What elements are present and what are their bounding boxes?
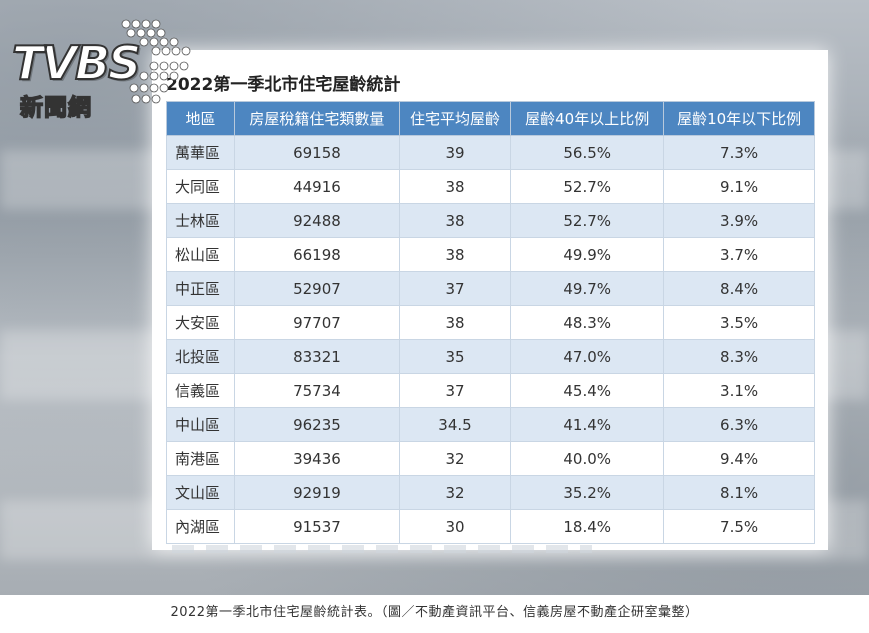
value-cell: 37 [398, 271, 512, 306]
image-caption: 2022第一季北市住宅屋齡統計表。（圖／不動產資訊平台、信義房屋不動產企研室彙整… [170, 605, 699, 620]
tvbs-logo: TVBS 新聞網 [6, 16, 196, 122]
district-cell: 信義區 [165, 373, 236, 408]
value-cell: 48.3% [510, 305, 665, 340]
table-header-row: 地區 房屋稅籍住宅類數量 住宅平均屋齡 屋齡40年以上比例 屋齡10年以下比例 [165, 101, 815, 136]
table-row: 內湖區 91537 30 18.4% 7.5% [165, 509, 815, 544]
value-cell: 41.4% [510, 407, 665, 442]
value-cell: 18.4% [510, 509, 665, 544]
district-cell: 內湖區 [165, 509, 236, 544]
district-cell: 中正區 [165, 271, 236, 306]
value-cell: 32 [398, 475, 512, 510]
district-cell: 大安區 [165, 305, 236, 340]
value-cell: 38 [398, 203, 512, 238]
column-header: 屋齡10年以下比例 [663, 101, 815, 136]
value-cell: 52.7% [510, 169, 665, 204]
table-row: 松山區 66198 38 49.9% 3.7% [165, 237, 815, 272]
district-cell: 文山區 [165, 475, 236, 510]
value-cell: 91537 [234, 509, 400, 544]
column-header: 房屋稅籍住宅類數量 [234, 101, 400, 136]
value-cell: 56.5% [510, 135, 665, 170]
value-cell: 7.3% [663, 135, 815, 170]
value-cell: 39436 [234, 441, 400, 476]
value-cell: 35.2% [510, 475, 665, 510]
logo-wordmark: TVBS [11, 35, 142, 91]
value-cell: 52907 [234, 271, 400, 306]
value-cell: 30 [398, 509, 512, 544]
value-cell: 69158 [234, 135, 400, 170]
district-cell: 中山區 [165, 407, 236, 442]
value-cell: 8.1% [663, 475, 815, 510]
logo-subtitle: 新聞網 [19, 94, 92, 122]
district-cell: 松山區 [165, 237, 236, 272]
table-row: 文山區 92919 32 35.2% 8.1% [165, 475, 815, 510]
table-body: 萬華區 69158 39 56.5% 7.3% 大同區 44916 38 52.7% 9.1% 士林… [165, 135, 815, 544]
value-cell: 49.7% [510, 271, 665, 306]
value-cell: 3.9% [663, 203, 815, 238]
value-cell: 8.3% [663, 339, 815, 374]
value-cell: 45.4% [510, 373, 665, 408]
value-cell: 38 [398, 237, 512, 272]
value-cell: 3.7% [663, 237, 815, 272]
table-row: 萬華區 69158 39 56.5% 7.3% [165, 135, 815, 170]
district-cell: 萬華區 [165, 135, 236, 170]
table-row: 中正區 52907 37 49.7% 8.4% [165, 271, 815, 306]
value-cell: 32 [398, 441, 512, 476]
logo-dots-icon [121, 19, 191, 104]
value-cell: 40.0% [510, 441, 665, 476]
value-cell: 3.1% [663, 373, 815, 408]
stats-table: 地區 房屋稅籍住宅類數量 住宅平均屋齡 屋齡40年以上比例 屋齡10年以下比例 … [165, 101, 815, 544]
table-row: 中山區 96235 34.5 41.4% 6.3% [165, 407, 815, 442]
column-header: 住宅平均屋齡 [398, 101, 512, 136]
value-cell: 49.9% [510, 237, 665, 272]
table-title: 2022第一季北市住宅屋齡統計 [166, 75, 401, 95]
district-cell: 南港區 [165, 441, 236, 476]
value-cell: 83321 [234, 339, 400, 374]
value-cell: 7.5% [663, 509, 815, 544]
value-cell: 38 [398, 305, 512, 340]
table-row: 大安區 97707 38 48.3% 3.5% [165, 305, 815, 340]
table-card: 2022第一季北市住宅屋齡統計 地區 房屋稅籍住宅類數量 住宅平均屋齡 屋齡40… [152, 50, 828, 553]
value-cell: 9.1% [663, 169, 815, 204]
value-cell: 75734 [234, 373, 400, 408]
district-cell: 士林區 [165, 203, 236, 238]
value-cell: 47.0% [510, 339, 665, 374]
value-cell: 52.7% [510, 203, 665, 238]
table-row: 大同區 44916 38 52.7% 9.1% [165, 169, 815, 204]
background-photo: 2022第一季北市住宅屋齡統計 地區 房屋稅籍住宅類數量 住宅平均屋齡 屋齡40… [0, 0, 869, 595]
table-row: 南港區 39436 32 40.0% 9.4% [165, 441, 815, 476]
value-cell: 38 [398, 169, 512, 204]
table-row: 信義區 75734 37 45.4% 3.1% [165, 373, 815, 408]
cropped-text-line [172, 545, 592, 553]
value-cell: 35 [398, 339, 512, 374]
value-cell: 8.4% [663, 271, 815, 306]
value-cell: 96235 [234, 407, 400, 442]
value-cell: 34.5 [398, 407, 512, 442]
value-cell: 6.3% [663, 407, 815, 442]
column-header: 屋齡40年以上比例 [510, 101, 665, 136]
value-cell: 44916 [234, 169, 400, 204]
column-header: 地區 [165, 101, 236, 136]
value-cell: 92488 [234, 203, 400, 238]
table-row: 北投區 83321 35 47.0% 8.3% [165, 339, 815, 374]
value-cell: 9.4% [663, 441, 815, 476]
value-cell: 66198 [234, 237, 400, 272]
value-cell: 37 [398, 373, 512, 408]
table-row: 士林區 92488 38 52.7% 3.9% [165, 203, 815, 238]
value-cell: 39 [398, 135, 512, 170]
value-cell: 3.5% [663, 305, 815, 340]
district-cell: 大同區 [165, 169, 236, 204]
district-cell: 北投區 [165, 339, 236, 374]
value-cell: 97707 [234, 305, 400, 340]
value-cell: 92919 [234, 475, 400, 510]
